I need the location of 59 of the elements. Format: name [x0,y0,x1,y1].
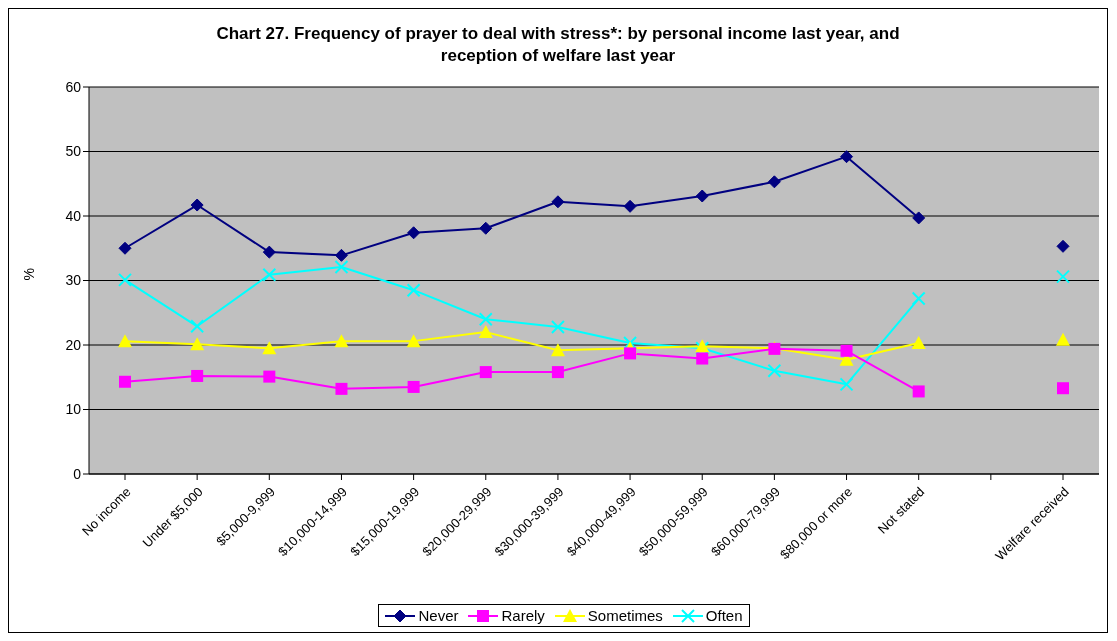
point [623,336,638,351]
point [696,352,709,365]
point [190,319,205,334]
point [478,325,493,339]
point [190,198,204,212]
y-tick-label: 50 [65,143,82,160]
point [624,347,637,360]
point [550,343,565,357]
y-tick-label: 10 [65,401,82,418]
y-tick-label: 20 [65,336,82,353]
point [912,385,925,398]
point [911,291,926,306]
point [406,334,421,348]
point [262,267,277,282]
point [551,366,564,379]
point [840,344,853,357]
legend-label: Rarely [501,607,545,624]
chart-title: Chart 27. Frequency of prayer to deal with stress*: by personal income last year, and reception of welfare last year [215,23,901,67]
point [695,189,709,203]
point [550,319,565,334]
point [478,312,493,327]
point [406,283,421,298]
point [262,245,276,259]
point [118,334,132,348]
y-axis-title: % [20,268,37,281]
point [1057,382,1069,395]
point [118,241,132,255]
point [767,363,782,378]
point [119,375,131,388]
point [335,382,348,395]
point [263,370,276,383]
point [334,248,348,262]
point [334,334,349,348]
point [1056,332,1070,346]
point [334,259,349,274]
y-tick-label: 0 [73,465,82,482]
point [407,226,421,240]
legend-label: Never [418,607,459,624]
point [1056,239,1070,253]
point [551,195,565,209]
point [191,369,204,382]
point [840,150,854,164]
point [262,341,277,355]
point [118,272,132,287]
point [767,175,781,189]
point [190,337,205,351]
point [912,211,926,225]
point [479,221,493,235]
y-tick-label: 40 [65,207,82,224]
point [1056,269,1070,284]
point [623,199,637,213]
y-tick-label: 60 [65,78,82,95]
point [911,336,926,350]
legend-label: Often [705,607,743,624]
legend-label: Sometimes [587,607,663,624]
point [407,380,420,393]
y-tick-label: 30 [65,272,82,289]
point [479,366,492,379]
point [839,377,854,392]
